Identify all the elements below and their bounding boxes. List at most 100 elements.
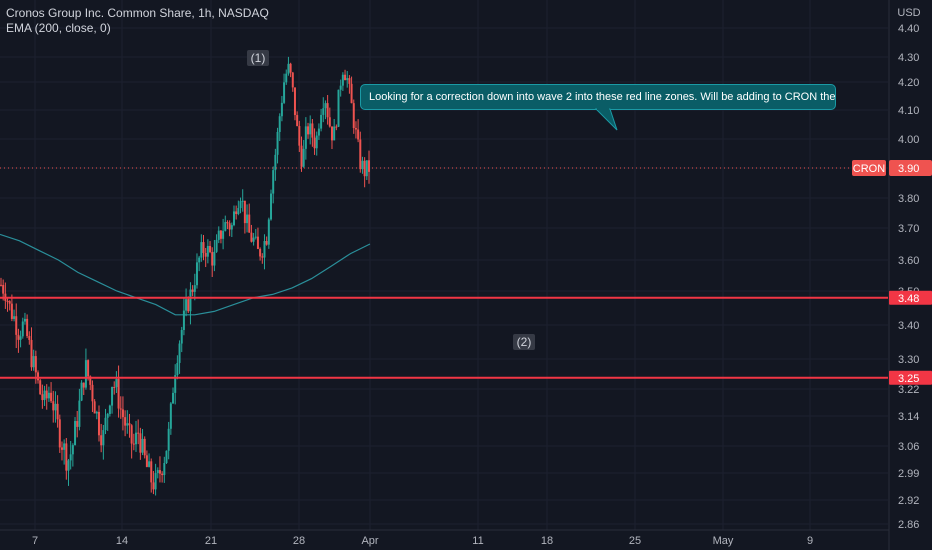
candle[interactable] <box>106 412 109 431</box>
candle[interactable] <box>285 69 288 85</box>
candle[interactable] <box>39 378 42 395</box>
candle[interactable] <box>344 69 347 81</box>
candle[interactable] <box>104 408 107 435</box>
candle[interactable] <box>145 450 148 468</box>
candle[interactable] <box>263 234 266 270</box>
candle[interactable] <box>224 215 227 232</box>
candle[interactable] <box>95 410 98 420</box>
candle[interactable] <box>148 453 151 468</box>
candle[interactable] <box>359 131 362 173</box>
candle[interactable] <box>80 380 83 402</box>
candle[interactable] <box>30 327 33 371</box>
candle[interactable] <box>243 200 246 234</box>
candle[interactable] <box>115 371 118 394</box>
candle[interactable] <box>167 421 170 460</box>
candle[interactable] <box>52 390 55 423</box>
candle[interactable] <box>307 122 310 139</box>
candle[interactable] <box>215 234 218 253</box>
candle[interactable] <box>26 314 29 339</box>
candle[interactable] <box>132 433 135 451</box>
candle[interactable] <box>252 232 255 246</box>
candle[interactable] <box>313 128 316 155</box>
candle[interactable] <box>195 253 198 289</box>
candle[interactable] <box>209 241 212 254</box>
candle[interactable] <box>361 156 364 174</box>
candle[interactable] <box>237 200 240 216</box>
candle[interactable] <box>165 450 168 464</box>
candle[interactable] <box>200 234 203 262</box>
candle[interactable] <box>300 136 303 172</box>
candle[interactable] <box>259 247 262 261</box>
candle[interactable] <box>93 399 96 414</box>
candle[interactable] <box>43 385 46 406</box>
candle[interactable] <box>172 387 175 404</box>
candle[interactable] <box>56 395 59 428</box>
candle[interactable] <box>235 205 238 220</box>
candle[interactable] <box>322 97 325 123</box>
candle[interactable] <box>154 463 157 496</box>
candle[interactable] <box>17 328 20 353</box>
candle[interactable] <box>15 303 18 349</box>
candle[interactable] <box>261 253 264 264</box>
candle[interactable] <box>350 76 353 104</box>
symbol-title[interactable]: Cronos Group Inc. Common Share, 1h, NASD… <box>6 6 269 20</box>
candle[interactable] <box>304 117 307 160</box>
candle[interactable] <box>211 247 214 277</box>
candle[interactable] <box>137 419 140 445</box>
candle[interactable] <box>333 118 336 141</box>
candle[interactable] <box>202 234 205 261</box>
candle[interactable] <box>108 404 111 417</box>
candle[interactable] <box>71 443 74 467</box>
candle[interactable] <box>163 456 166 483</box>
candle[interactable] <box>293 87 296 121</box>
candle[interactable] <box>74 417 77 446</box>
indicator-label[interactable]: EMA (200, close, 0) <box>6 21 111 35</box>
candle[interactable] <box>187 296 190 314</box>
candle[interactable] <box>228 220 231 237</box>
candle[interactable] <box>130 424 133 459</box>
candle[interactable] <box>185 288 188 317</box>
candle[interactable] <box>270 189 273 221</box>
candle[interactable] <box>219 230 222 244</box>
candle[interactable] <box>213 239 216 272</box>
candle[interactable] <box>158 456 161 483</box>
candle[interactable] <box>176 355 179 380</box>
candle[interactable] <box>150 458 153 493</box>
candle[interactable] <box>135 420 138 452</box>
candle[interactable] <box>141 429 144 456</box>
annotation-callout[interactable]: Looking for a correction down into wave … <box>360 84 836 110</box>
levels-layer[interactable] <box>0 296 888 379</box>
candle[interactable] <box>0 277 2 287</box>
candle[interactable] <box>339 79 342 97</box>
candle[interactable] <box>174 364 177 405</box>
candle[interactable] <box>348 75 351 94</box>
candle[interactable] <box>45 384 48 410</box>
candle[interactable] <box>100 423 103 453</box>
candle[interactable] <box>337 89 340 128</box>
candle[interactable] <box>365 160 368 180</box>
candle[interactable] <box>246 204 249 233</box>
candle[interactable] <box>274 148 277 181</box>
candle[interactable] <box>330 126 333 150</box>
candle[interactable] <box>156 467 159 479</box>
candle[interactable] <box>182 297 185 336</box>
candle[interactable] <box>272 166 275 204</box>
price-axis[interactable]: USD4.404.304.204.104.003.803.703.603.503… <box>888 0 932 550</box>
candle[interactable] <box>82 382 85 395</box>
candle[interactable] <box>67 459 70 486</box>
candle[interactable] <box>352 99 355 134</box>
candle[interactable] <box>139 427 142 460</box>
candle[interactable] <box>91 380 94 412</box>
candle[interactable] <box>119 396 122 419</box>
candle[interactable] <box>248 203 251 233</box>
candle[interactable] <box>280 95 283 122</box>
candle[interactable] <box>111 386 114 414</box>
candle[interactable] <box>276 127 279 164</box>
candle[interactable] <box>128 413 131 438</box>
candle[interactable] <box>291 71 294 92</box>
candle[interactable] <box>283 73 286 105</box>
candle[interactable] <box>47 386 50 402</box>
candle[interactable] <box>226 220 229 230</box>
candle[interactable] <box>50 382 53 403</box>
candle[interactable] <box>143 436 146 459</box>
